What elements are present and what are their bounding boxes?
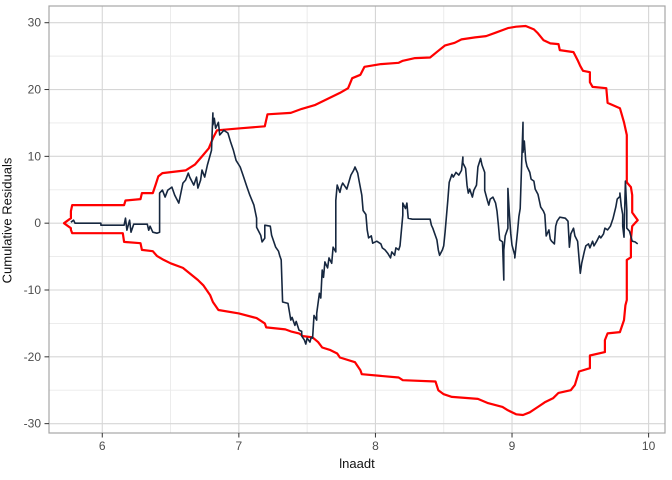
y-tick-label: -20: [24, 350, 42, 364]
x-tick-label: 6: [99, 439, 106, 453]
x-tick-label: 8: [372, 439, 379, 453]
x-tick-label: 10: [642, 439, 656, 453]
y-axis-title: Cumulative Residuals: [0, 157, 15, 284]
y-tick-label: 10: [28, 149, 42, 163]
y-tick-label: -30: [24, 417, 42, 431]
simulation-envelope-line: [62, 24, 639, 417]
y-tick-label: 0: [34, 216, 41, 230]
x-axis-title: lnaadt: [339, 456, 375, 471]
x-tick-label: 9: [509, 439, 516, 453]
cumulative-residuals-line: [70, 112, 639, 345]
y-tick-label: 20: [28, 83, 42, 97]
y-tick-label: -10: [24, 283, 42, 297]
panel-background: [49, 6, 665, 433]
panel-border: [48, 5, 666, 434]
y-tick-label: 30: [28, 16, 42, 30]
x-tick-label: 7: [236, 439, 243, 453]
